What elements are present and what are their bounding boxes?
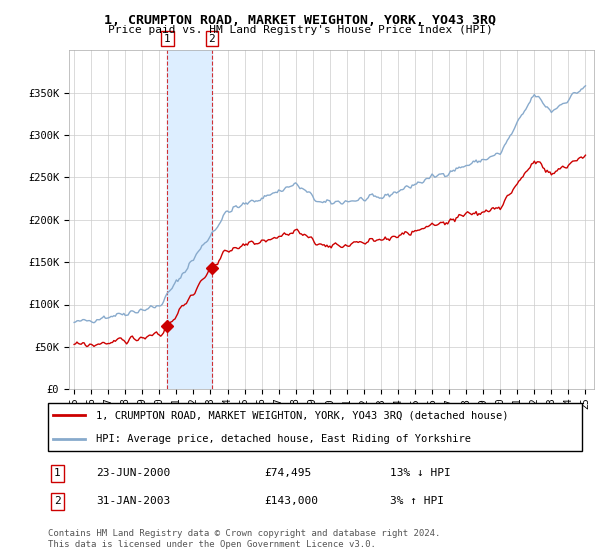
Text: Contains HM Land Registry data © Crown copyright and database right 2024.
This d: Contains HM Land Registry data © Crown c… [48, 529, 440, 549]
FancyBboxPatch shape [48, 403, 582, 451]
Text: 13% ↓ HPI: 13% ↓ HPI [390, 468, 451, 478]
Text: 31-JAN-2003: 31-JAN-2003 [96, 496, 170, 506]
Text: 3% ↑ HPI: 3% ↑ HPI [390, 496, 444, 506]
Text: 23-JUN-2000: 23-JUN-2000 [96, 468, 170, 478]
Text: 2: 2 [54, 496, 61, 506]
Text: HPI: Average price, detached house, East Riding of Yorkshire: HPI: Average price, detached house, East… [96, 434, 471, 444]
Text: £74,495: £74,495 [264, 468, 311, 478]
Text: 1: 1 [54, 468, 61, 478]
Text: 1, CRUMPTON ROAD, MARKET WEIGHTON, YORK, YO43 3RQ: 1, CRUMPTON ROAD, MARKET WEIGHTON, YORK,… [104, 14, 496, 27]
Text: Price paid vs. HM Land Registry's House Price Index (HPI): Price paid vs. HM Land Registry's House … [107, 25, 493, 35]
Text: £143,000: £143,000 [264, 496, 318, 506]
Text: 2: 2 [208, 34, 215, 44]
Bar [167, 50, 212, 389]
Text: 1, CRUMPTON ROAD, MARKET WEIGHTON, YORK, YO43 3RQ (detached house): 1, CRUMPTON ROAD, MARKET WEIGHTON, YORK,… [96, 410, 509, 420]
Text: 1: 1 [164, 34, 171, 44]
